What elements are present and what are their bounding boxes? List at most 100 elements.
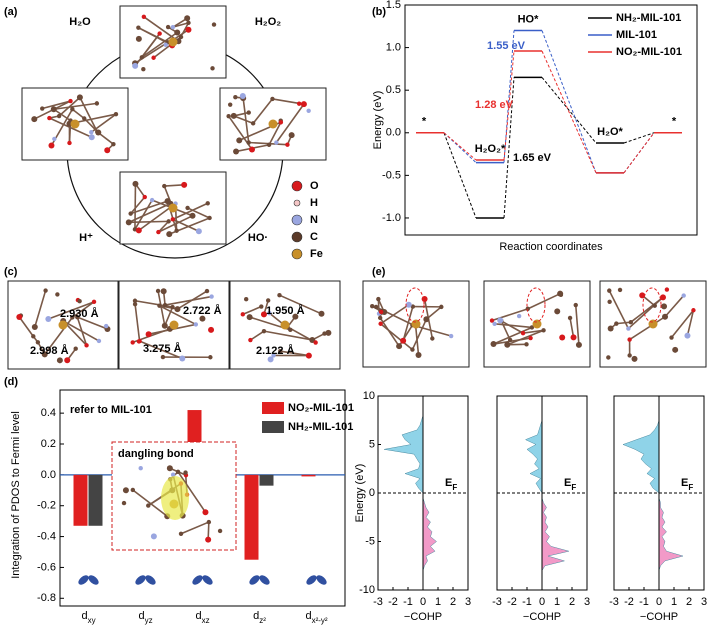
atom	[378, 309, 384, 315]
atom	[164, 198, 171, 205]
atom	[529, 325, 535, 330]
bond	[141, 31, 178, 58]
atom	[559, 334, 566, 341]
atom	[16, 314, 23, 321]
atom-fe	[58, 320, 68, 330]
atom	[84, 343, 89, 348]
atom	[278, 120, 284, 125]
bond	[134, 304, 141, 342]
atom	[70, 107, 75, 112]
x-tick-label: -3	[609, 596, 619, 608]
atom	[207, 215, 212, 221]
atom	[162, 183, 167, 189]
bond	[130, 196, 146, 215]
atom	[174, 29, 181, 36]
atom-fe	[268, 119, 278, 129]
orbital-icon	[249, 575, 260, 585]
atom-fe	[169, 320, 179, 330]
atom-legend-marker	[291, 231, 303, 243]
distance-label: 2.930 Å	[60, 307, 99, 320]
bond	[569, 317, 575, 338]
cohp-area	[541, 497, 570, 572]
bond	[242, 305, 262, 316]
atom	[121, 500, 127, 506]
fermi-label-sub: F	[452, 483, 457, 492]
bond	[574, 304, 580, 345]
cohp-area	[524, 415, 543, 494]
fermi-label-main: E	[681, 477, 688, 489]
atom	[142, 194, 147, 200]
atom	[626, 326, 631, 331]
bond	[252, 98, 274, 124]
atom	[492, 321, 497, 326]
atom-fe	[70, 119, 80, 129]
atom	[141, 66, 146, 72]
atom	[261, 328, 267, 334]
y-tick-label: 0.0	[41, 469, 56, 481]
atom	[628, 319, 634, 325]
atom	[163, 42, 168, 48]
atom	[278, 349, 283, 354]
bond	[402, 306, 414, 342]
state-label: H₂O₂*	[475, 143, 506, 155]
bar	[244, 474, 259, 560]
bond	[44, 316, 73, 355]
bond	[377, 299, 380, 314]
state-label: H₂O*	[597, 126, 623, 138]
atom	[285, 142, 290, 147]
x-tick-label-main: d	[138, 610, 144, 622]
atom	[150, 533, 157, 540]
connector	[623, 132, 655, 144]
atom	[627, 353, 632, 358]
distance-label: 2.122 Å	[256, 344, 295, 357]
atom	[160, 354, 166, 360]
cohp-area	[658, 497, 684, 571]
bond	[280, 350, 309, 357]
bond	[380, 323, 413, 351]
orbital-icon	[259, 575, 270, 585]
atom	[230, 112, 237, 119]
atom	[166, 465, 173, 472]
atom	[639, 292, 646, 299]
bond	[177, 290, 208, 310]
fermi-label: EF	[681, 477, 693, 492]
x-tick-label: dz²	[253, 610, 266, 625]
bond	[172, 202, 209, 221]
plot-frame	[404, 4, 698, 236]
atom-legend-label: Fe	[310, 248, 323, 260]
bond	[177, 471, 207, 513]
bar	[301, 474, 316, 477]
atom	[681, 293, 686, 298]
atom	[157, 31, 162, 36]
atom	[175, 469, 181, 474]
atom	[627, 337, 632, 342]
atom	[520, 330, 526, 336]
highlight	[642, 287, 662, 323]
atom	[183, 470, 188, 475]
x-tick-label: 3	[701, 596, 707, 608]
atom-fe	[280, 320, 290, 330]
barrier-label: 1.65 eV	[513, 152, 552, 164]
atom	[67, 140, 72, 146]
x-tick-label: -2	[507, 596, 517, 608]
fermi-label: EF	[445, 477, 457, 492]
atom	[300, 101, 307, 108]
atom	[524, 342, 529, 347]
atom	[684, 332, 691, 339]
bond	[268, 121, 282, 146]
bond	[172, 218, 200, 232]
atom	[497, 317, 504, 324]
atom	[288, 327, 293, 333]
bond	[411, 318, 428, 350]
atom	[370, 303, 375, 309]
atom	[410, 304, 416, 309]
atom	[606, 355, 611, 360]
bond	[18, 316, 34, 337]
atom	[423, 316, 430, 323]
atom	[288, 132, 295, 139]
fermi-label-sub: F	[688, 483, 693, 492]
y-tick-label: 0	[369, 487, 375, 499]
highlight	[526, 287, 546, 323]
x-tick-label: 3	[465, 596, 471, 608]
cohp-area	[383, 415, 424, 494]
